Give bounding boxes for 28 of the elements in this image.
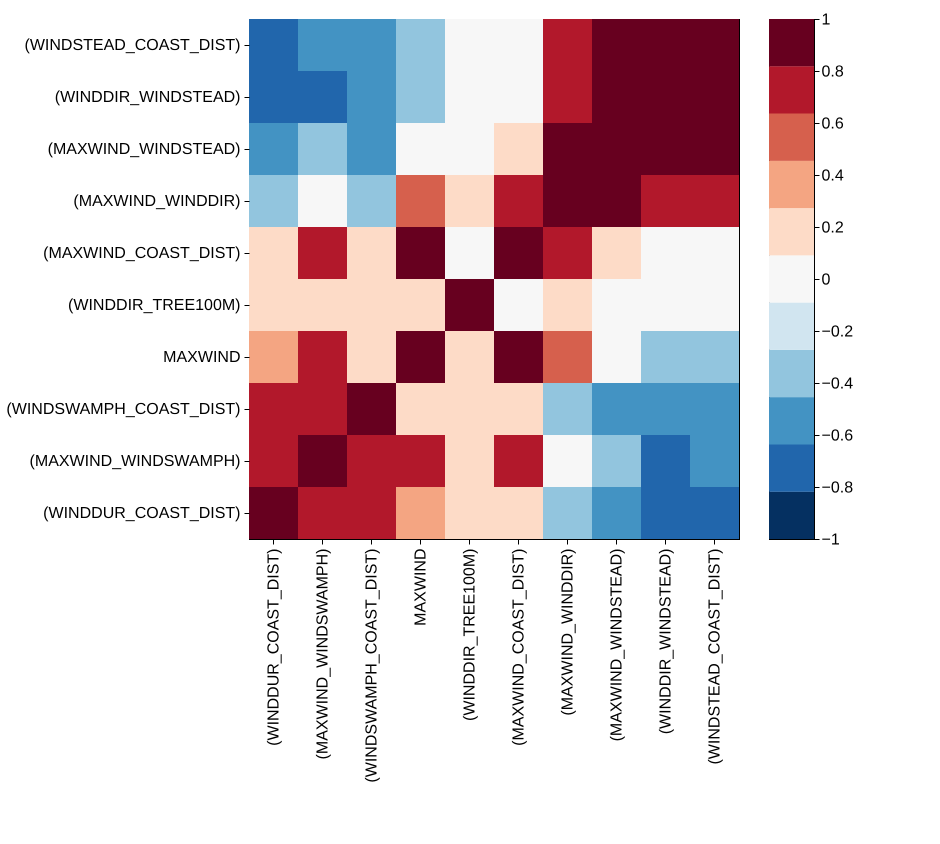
y-tick-label: (WINDSWAMPH_COAST_DIST) bbox=[6, 401, 240, 418]
color-bar-label: 0.2 bbox=[822, 220, 844, 236]
y-tick-label: MAXWIND bbox=[163, 349, 240, 366]
y-tick-label: (WINDSTEAD_COAST_DIST) bbox=[24, 37, 240, 54]
color-bar-label: 0.8 bbox=[822, 64, 844, 80]
x-tick-label: (WINDSTEAD_COAST_DIST) bbox=[706, 548, 724, 765]
x-tick-label: (MAXWIND_COAST_DIST) bbox=[510, 548, 528, 746]
y-tick-label: (MAXWIND_COAST_DIST) bbox=[43, 245, 240, 262]
y-tick-label: (MAXWIND_WINDSWAMPH) bbox=[30, 453, 240, 470]
color-bar-label: −1 bbox=[822, 532, 840, 548]
y-tick-label: (WINDDIR_TREE100M) bbox=[68, 297, 240, 314]
color-bar-label: 0.6 bbox=[822, 116, 844, 132]
color-bar-label: −0.8 bbox=[822, 480, 854, 496]
color-bar-label: −0.2 bbox=[822, 324, 854, 340]
x-tick-label: (MAXWIND_WINDDIR) bbox=[560, 548, 576, 716]
x-tick-label: (WINDDIR_WINDSTEAD) bbox=[658, 548, 674, 734]
y-tick-label: (WINDDUR_COAST_DIST) bbox=[43, 505, 240, 522]
color-bar-label: 0 bbox=[822, 272, 830, 288]
color-bar-label: 0.4 bbox=[822, 168, 844, 184]
color-bar-label: −0.6 bbox=[822, 428, 854, 444]
x-tick-label: MAXWIND bbox=[412, 548, 430, 626]
x-tick-label: (MAXWIND_WINDSTEAD) bbox=[608, 548, 626, 742]
color-bar-label: 1 bbox=[822, 12, 830, 28]
x-tick-label: (WINDDIR_TREE100M) bbox=[462, 548, 478, 721]
y-tick-label: (WINDDIR_WINDSTEAD) bbox=[54, 89, 240, 106]
y-tick-label: (MAXWIND_WINDSTEAD) bbox=[48, 141, 240, 158]
y-tick-label: (MAXWIND_WINDDIR) bbox=[73, 193, 240, 210]
color-bar-label: −0.4 bbox=[822, 376, 854, 392]
